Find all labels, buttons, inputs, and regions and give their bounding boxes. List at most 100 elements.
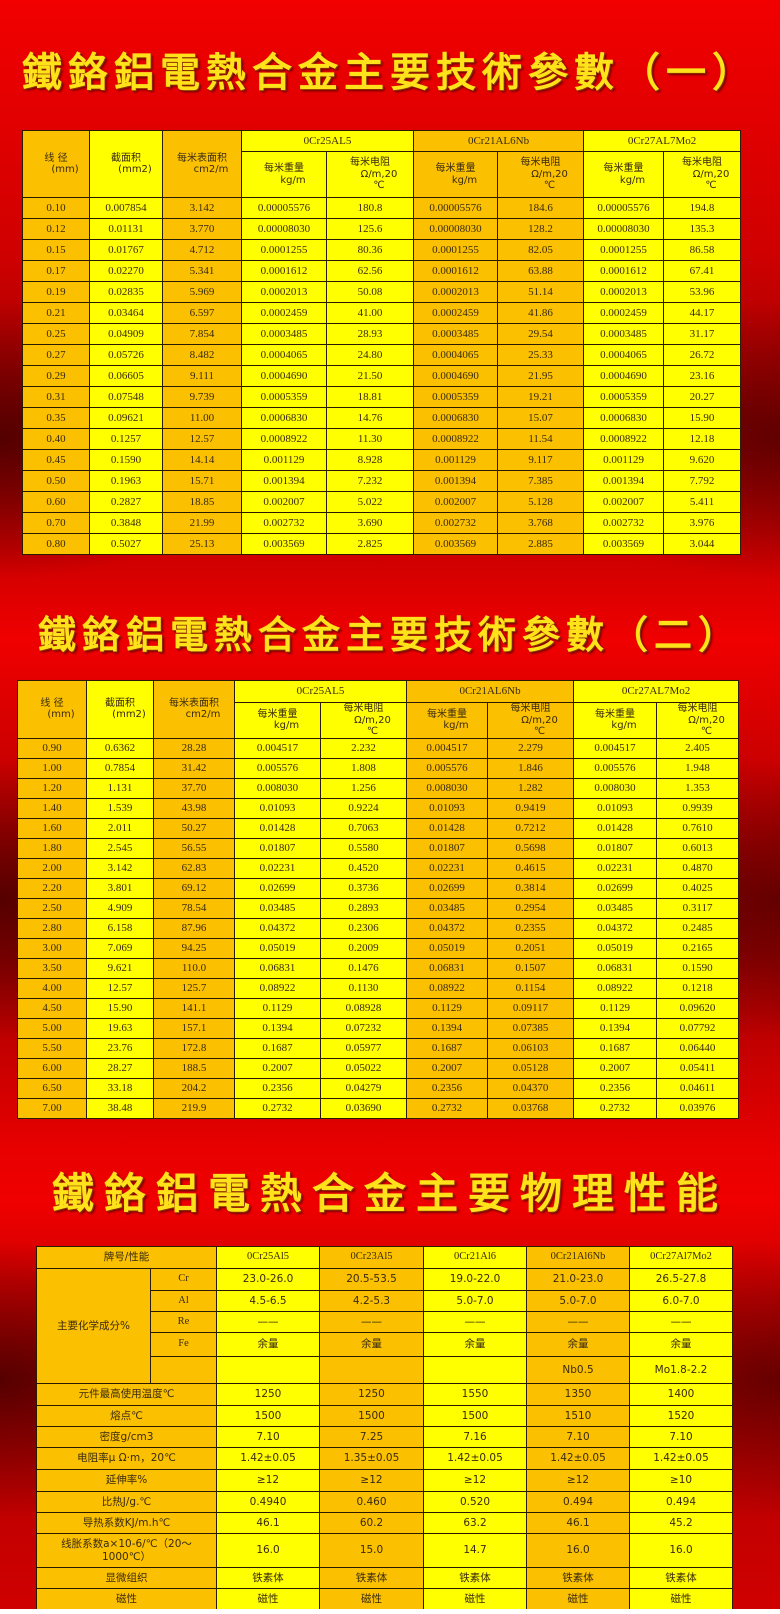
table-cell: 172.8 [153, 1037, 235, 1059]
table-cell: 0.008030 [573, 777, 658, 799]
table-cell: 0.01807 [406, 837, 489, 859]
alloy-group-header: 0Cr21AL6Nb [406, 680, 575, 703]
table-cell: 12.57 [162, 428, 242, 450]
table-cell: 0.3848 [89, 512, 163, 534]
table-cell: 0.0006830 [241, 407, 327, 429]
table-row: 0.80 0.5027 25.13 0.003569 2.825 0.003569 2.88… [22, 533, 742, 555]
table-row: 1.40 1.539 43.98 0.01093 0.9224 0.01093 0.9419… [17, 797, 740, 819]
table-cell: 26.72 [663, 344, 742, 366]
table-cell: 0.35 [22, 407, 90, 429]
table-cell: 0.0002459 [241, 302, 327, 324]
table-cell: 188.5 [153, 1057, 235, 1079]
table-cell: 0.00008030 [413, 218, 499, 240]
table-cell: 0.2355 [487, 917, 575, 939]
table-cell: 磁性 [629, 1588, 734, 1610]
element-label [149, 1356, 218, 1384]
table-cell: 0.01093 [406, 797, 489, 819]
table-cell: 1.42±0.05 [526, 1447, 631, 1470]
table-cell: 43.98 [153, 797, 235, 819]
table-cell: 41.86 [497, 302, 585, 324]
alloy-group-header: 0Cr25AL5 [240, 130, 415, 152]
table-cell: 0.003569 [583, 533, 665, 555]
table-cell: 0.3117 [656, 897, 740, 919]
table-cell: 56.55 [153, 837, 235, 859]
table-cell: 5.022 [325, 491, 415, 513]
table-cell: 20.27 [663, 386, 742, 408]
table-cell: 1550 [423, 1383, 528, 1406]
table-cell: 2.825 [325, 533, 415, 555]
table-cell: 1.353 [656, 777, 740, 799]
table-cell: 0.60 [22, 491, 90, 513]
table-cell: 6.0-7.0 [629, 1290, 734, 1312]
table-cell: 0.10 [22, 197, 90, 219]
header-label: 每米重量 [264, 163, 304, 174]
table-cell: 11.54 [497, 428, 585, 450]
header-label: 每米重量 [603, 163, 644, 174]
table-cell: 0.08922 [406, 977, 489, 999]
table-cell: 1.539 [86, 797, 154, 819]
bottom-edge [0, 1609, 780, 1614]
header-row: 线 径 (mm) 截面积 (mm2) 每米表面积 cm2/m 0Cr25AL5 0Cr21AL… [17, 680, 740, 739]
table-cell: 0.0004065 [241, 344, 327, 366]
table-cell: 33.18 [86, 1077, 154, 1099]
table-cell: 0.0005359 [413, 386, 499, 408]
table-cell: 135.3 [663, 218, 742, 240]
header-label: 每米电阻 [682, 157, 723, 169]
table-cell: 0.007854 [89, 197, 163, 219]
table-cell: 0.2306 [319, 917, 408, 939]
table-cell: 0.02835 [89, 281, 163, 303]
table-cell: 铁素体 [216, 1567, 321, 1589]
table-cell: 0.6013 [656, 837, 740, 859]
table-cell: 3.142 [86, 857, 154, 879]
header-label: 每米电阻 [520, 157, 561, 169]
table-cell: 0.00005576 [583, 197, 665, 219]
table-cell: 2.011 [86, 817, 154, 839]
table-cell: 余量 [216, 1332, 321, 1357]
table-cell: 0.31 [22, 386, 90, 408]
table-cell: 0.0003485 [583, 323, 665, 345]
table-cell: 铁素体 [629, 1567, 734, 1589]
table-row: 5.00 19.63 157.1 0.1394 0.07232 0.1394 0.07385… [17, 1017, 740, 1039]
table-cell: 9.739 [162, 386, 242, 408]
table-cell: 0.03690 [319, 1097, 408, 1119]
table-cell: 3.801 [86, 877, 154, 899]
table-cell: 0.02270 [89, 260, 163, 282]
table-cell: 0.1129 [234, 997, 321, 1019]
table-cell: 1.131 [86, 777, 154, 799]
table-cell: 5.0-7.0 [423, 1290, 528, 1312]
table-cell: 0.494 [629, 1491, 734, 1513]
table-cell: 0.0008922 [241, 428, 327, 450]
table-cell: 0.0001255 [241, 239, 327, 261]
table-cell: 82.05 [497, 239, 585, 261]
table-row: 6.50 33.18 204.2 0.2356 0.04279 0.2356 0.04370… [17, 1077, 740, 1099]
table-cell: 0.17 [22, 260, 90, 282]
table-cell: 0.0001612 [413, 260, 499, 282]
table-cell: 62.56 [325, 260, 415, 282]
table-row: 0.40 0.1257 12.57 0.0008922 11.30 0.0008922 11… [22, 428, 742, 450]
table-cell: 0.04279 [319, 1077, 408, 1099]
table-cell: 110.0 [153, 957, 235, 979]
table-cell: 0.2009 [319, 937, 408, 959]
table-cell: 20.5-53.5 [319, 1268, 425, 1291]
table-cell: 15.90 [86, 997, 154, 1019]
table-cell: 0.0006830 [413, 407, 499, 429]
header-unit: kg/m [273, 720, 300, 732]
table-cell: 4.5-6.5 [216, 1290, 321, 1312]
table-cell: 0.2007 [573, 1057, 658, 1079]
table-cell: 1.846 [487, 757, 575, 779]
table-cell: 0.0001255 [413, 239, 499, 261]
table-cell: 1.40 [17, 797, 87, 819]
table-cell: 0.06605 [89, 365, 163, 387]
table-cell: 1.20 [17, 777, 87, 799]
table-row: 0.60 0.2827 18.85 0.002007 5.022 0.002007 5.12… [22, 491, 742, 513]
table-cell: 45.2 [629, 1512, 734, 1534]
header-unit: kg/m [443, 720, 469, 732]
table-row: 2.20 3.801 69.12 0.02699 0.3736 0.02699 0.3814… [17, 877, 740, 899]
column-header-area: 截面积 (mm2) [89, 130, 163, 198]
table-cell: 0.2893 [319, 897, 408, 919]
table-row: 0.27 0.05726 8.482 0.0004065 24.80 0.0004065 2… [22, 344, 742, 366]
header-label: 每米电阻 [343, 703, 384, 714]
table-cell: 7.10 [526, 1426, 631, 1448]
table-cell: 0.1687 [234, 1037, 321, 1059]
table-cell: 25.13 [162, 533, 242, 555]
